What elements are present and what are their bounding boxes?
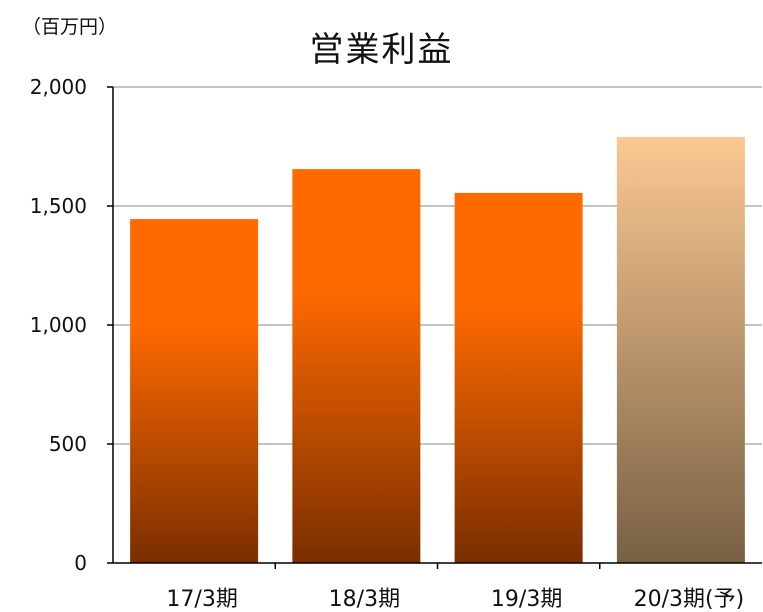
y-unit-label: （百万円） — [22, 16, 118, 38]
x-tick-label: 20/3期(予) — [634, 587, 745, 612]
bar — [454, 192, 583, 563]
x-tick-label: 18/3期 — [329, 587, 400, 612]
bars — [130, 136, 745, 564]
y-tick-label: 1,000 — [30, 313, 87, 337]
axes — [107, 86, 762, 569]
y-tick-label: 1,500 — [30, 194, 87, 218]
bar — [130, 219, 259, 563]
y-tick-label: 500 — [49, 432, 87, 456]
chart-title: 営業利益 — [309, 30, 454, 70]
x-tick-label: 17/3期 — [166, 587, 237, 612]
bar — [292, 169, 421, 564]
y-tick-label: 2,000 — [30, 75, 87, 99]
x-tick-label: 19/3期 — [491, 587, 562, 612]
bar — [616, 136, 745, 564]
y-tick-label: 0 — [74, 551, 87, 575]
tick-labels: 0 500 1,000 1,500 2,000 17/3期 18/3期 19/3期 20/3期(… — [30, 75, 744, 612]
